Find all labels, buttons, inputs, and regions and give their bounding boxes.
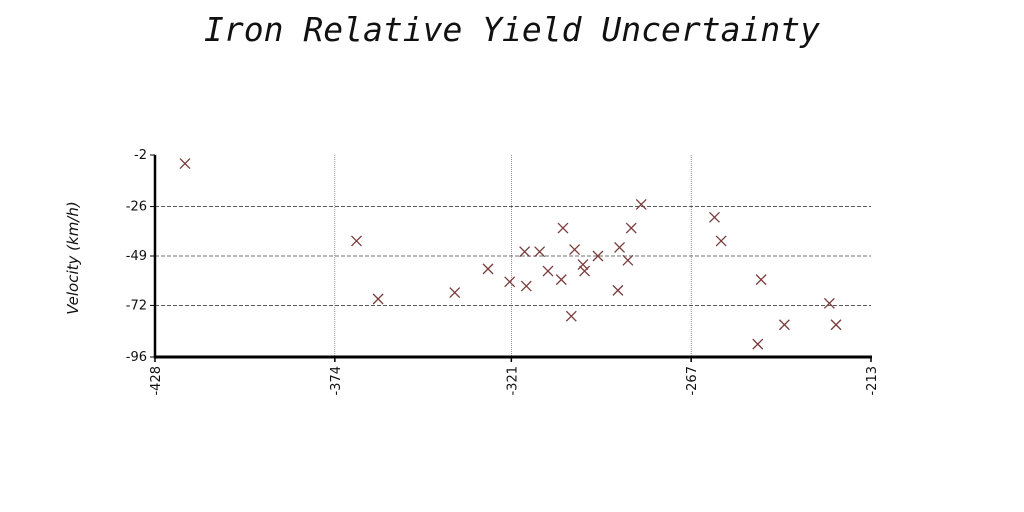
data-point — [520, 280, 532, 292]
data-point — [555, 274, 567, 286]
x-tick-label: -321 — [505, 366, 520, 396]
axes — [150, 154, 872, 362]
data-point — [569, 244, 581, 256]
x-tick-label: -213 — [865, 366, 880, 396]
data-point — [579, 265, 591, 277]
data-points — [179, 158, 842, 350]
data-point — [625, 222, 637, 234]
data-point — [614, 241, 626, 253]
data-point — [504, 276, 516, 288]
data-point — [612, 284, 624, 296]
data-point — [715, 235, 727, 247]
data-point — [179, 158, 191, 170]
data-point — [449, 287, 461, 298]
data-point — [778, 319, 790, 331]
grid-lines — [155, 155, 871, 358]
y-tick-label: -96 — [126, 350, 147, 365]
data-point — [635, 198, 647, 210]
data-point — [592, 250, 604, 262]
y-tick-label: -72 — [126, 298, 147, 313]
y-tick-label: -26 — [126, 200, 147, 215]
data-point — [542, 265, 554, 277]
data-point — [565, 310, 577, 322]
data-point — [577, 259, 589, 271]
data-point — [482, 263, 494, 275]
y-axis-label: Velocity (km/h) — [64, 201, 82, 314]
tick-labels: -2 -26 -49 -72 -96-428 -374 -321 -267 -213 — [126, 148, 880, 396]
y-tick-label: -49 — [126, 249, 147, 264]
data-point — [830, 319, 842, 331]
data-point — [755, 274, 767, 286]
chart-title: Iron Relative Yield Uncertainty — [204, 10, 820, 49]
data-point — [622, 254, 634, 266]
data-point — [351, 235, 362, 247]
x-tick-label: -374 — [329, 366, 344, 396]
data-point — [823, 297, 835, 309]
y-tick-label: -2 — [134, 148, 147, 163]
data-point — [519, 246, 531, 258]
data-point — [534, 246, 546, 258]
data-point — [709, 211, 720, 223]
data-point — [752, 338, 764, 350]
x-tick-label: -267 — [685, 366, 700, 396]
x-tick-label: -428 — [149, 366, 164, 396]
data-point — [557, 222, 569, 234]
data-point — [372, 293, 384, 305]
